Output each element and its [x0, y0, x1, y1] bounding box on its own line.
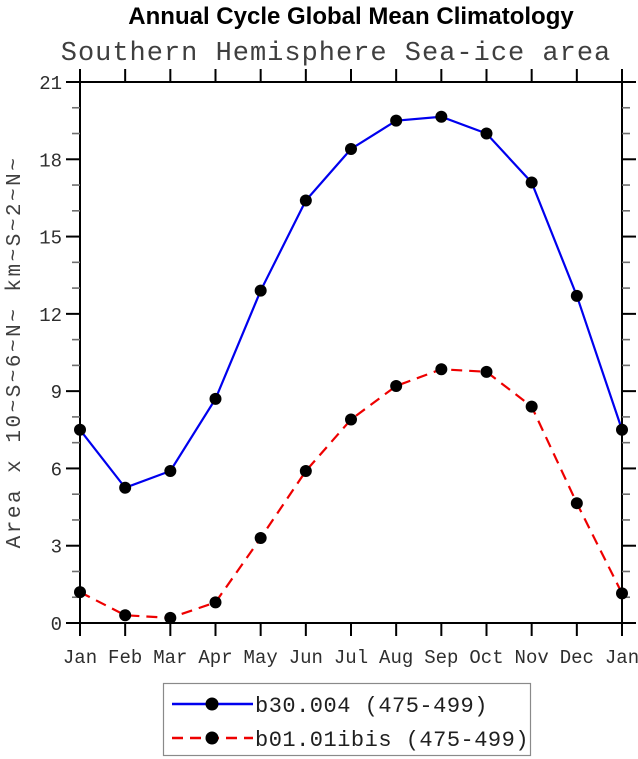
data-series — [74, 110, 628, 624]
data-point-marker — [254, 284, 267, 297]
x-tick-label: Jan — [63, 647, 97, 669]
series-line-1 — [79, 115, 624, 490]
x-tick-label: Sep — [424, 647, 458, 669]
data-point-marker — [74, 586, 86, 599]
data-point-marker — [164, 465, 177, 478]
data-point-marker — [345, 142, 357, 155]
legend-marker-series2 — [205, 731, 219, 745]
x-tick-label: Oct — [469, 647, 503, 669]
legend: b30.004 (475-499) b01.01ibis (475-499) — [162, 682, 532, 757]
data-point-marker — [525, 400, 538, 413]
plot-area — [79, 81, 623, 624]
y-axis-label: Area x 10~S~6~N~ km~S~2~N~ — [4, 156, 27, 549]
data-point-marker — [209, 596, 222, 609]
x-tick-label: Jan — [605, 647, 638, 669]
series-line-2 — [79, 368, 623, 619]
data-point-marker — [299, 194, 312, 207]
data-point-marker — [435, 110, 448, 123]
y-tick-label: 15 — [39, 228, 62, 250]
data-point-marker — [345, 413, 357, 426]
x-tick-label: May — [244, 647, 278, 669]
y-tick-label: 12 — [39, 305, 62, 327]
y-tick-label: 21 — [39, 73, 62, 95]
legend-label-series1: b30.004 (475-499) — [255, 694, 488, 719]
data-point-marker — [209, 392, 222, 405]
legend-label-series2: b01.01ibis (475-499) — [255, 728, 529, 753]
x-tick-label: Feb — [108, 647, 142, 669]
data-point-marker — [390, 114, 403, 127]
x-tick-label: Dec — [560, 647, 594, 669]
y-tick-label: 18 — [39, 150, 62, 172]
x-tick-label: Jun — [289, 647, 323, 669]
y-tick-label: 3 — [51, 537, 62, 559]
data-point-marker — [480, 365, 493, 378]
data-point-marker — [570, 289, 583, 302]
x-tick-label: Jul — [334, 647, 368, 669]
axis-tick-labels: 0 3 6 9 12 15 18 21 Jan Feb Mar Apr May Jun Jul Aug Sep O… — [39, 73, 638, 669]
y-tick-label: 0 — [51, 614, 62, 636]
y-tick-label: 9 — [51, 382, 62, 404]
data-point-marker — [254, 531, 267, 544]
chart-subtitle: Southern Hemisphere Sea-ice area — [61, 39, 611, 69]
x-tick-label: Apr — [198, 647, 232, 669]
data-point-marker — [119, 609, 132, 622]
chart-title: Annual Cycle Global Mean Climatology — [128, 3, 574, 30]
data-point-marker — [74, 423, 86, 436]
data-point-marker — [480, 127, 493, 140]
data-point-marker — [164, 611, 177, 624]
x-tick-label: Nov — [515, 647, 549, 669]
data-point-marker — [616, 423, 628, 436]
x-tick-label: Aug — [379, 647, 413, 669]
data-point-marker — [616, 587, 628, 600]
y-tick-label: 6 — [51, 459, 62, 481]
data-point-marker — [390, 379, 403, 392]
data-point-marker — [570, 497, 583, 510]
data-point-marker — [525, 176, 538, 189]
axis-ticks — [66, 69, 636, 636]
data-point-marker — [119, 481, 132, 494]
legend-marker-series1 — [205, 697, 219, 711]
data-point-marker — [435, 363, 448, 376]
x-tick-label: Mar — [153, 647, 187, 669]
data-point-marker — [299, 465, 312, 478]
legend-box — [162, 682, 532, 757]
